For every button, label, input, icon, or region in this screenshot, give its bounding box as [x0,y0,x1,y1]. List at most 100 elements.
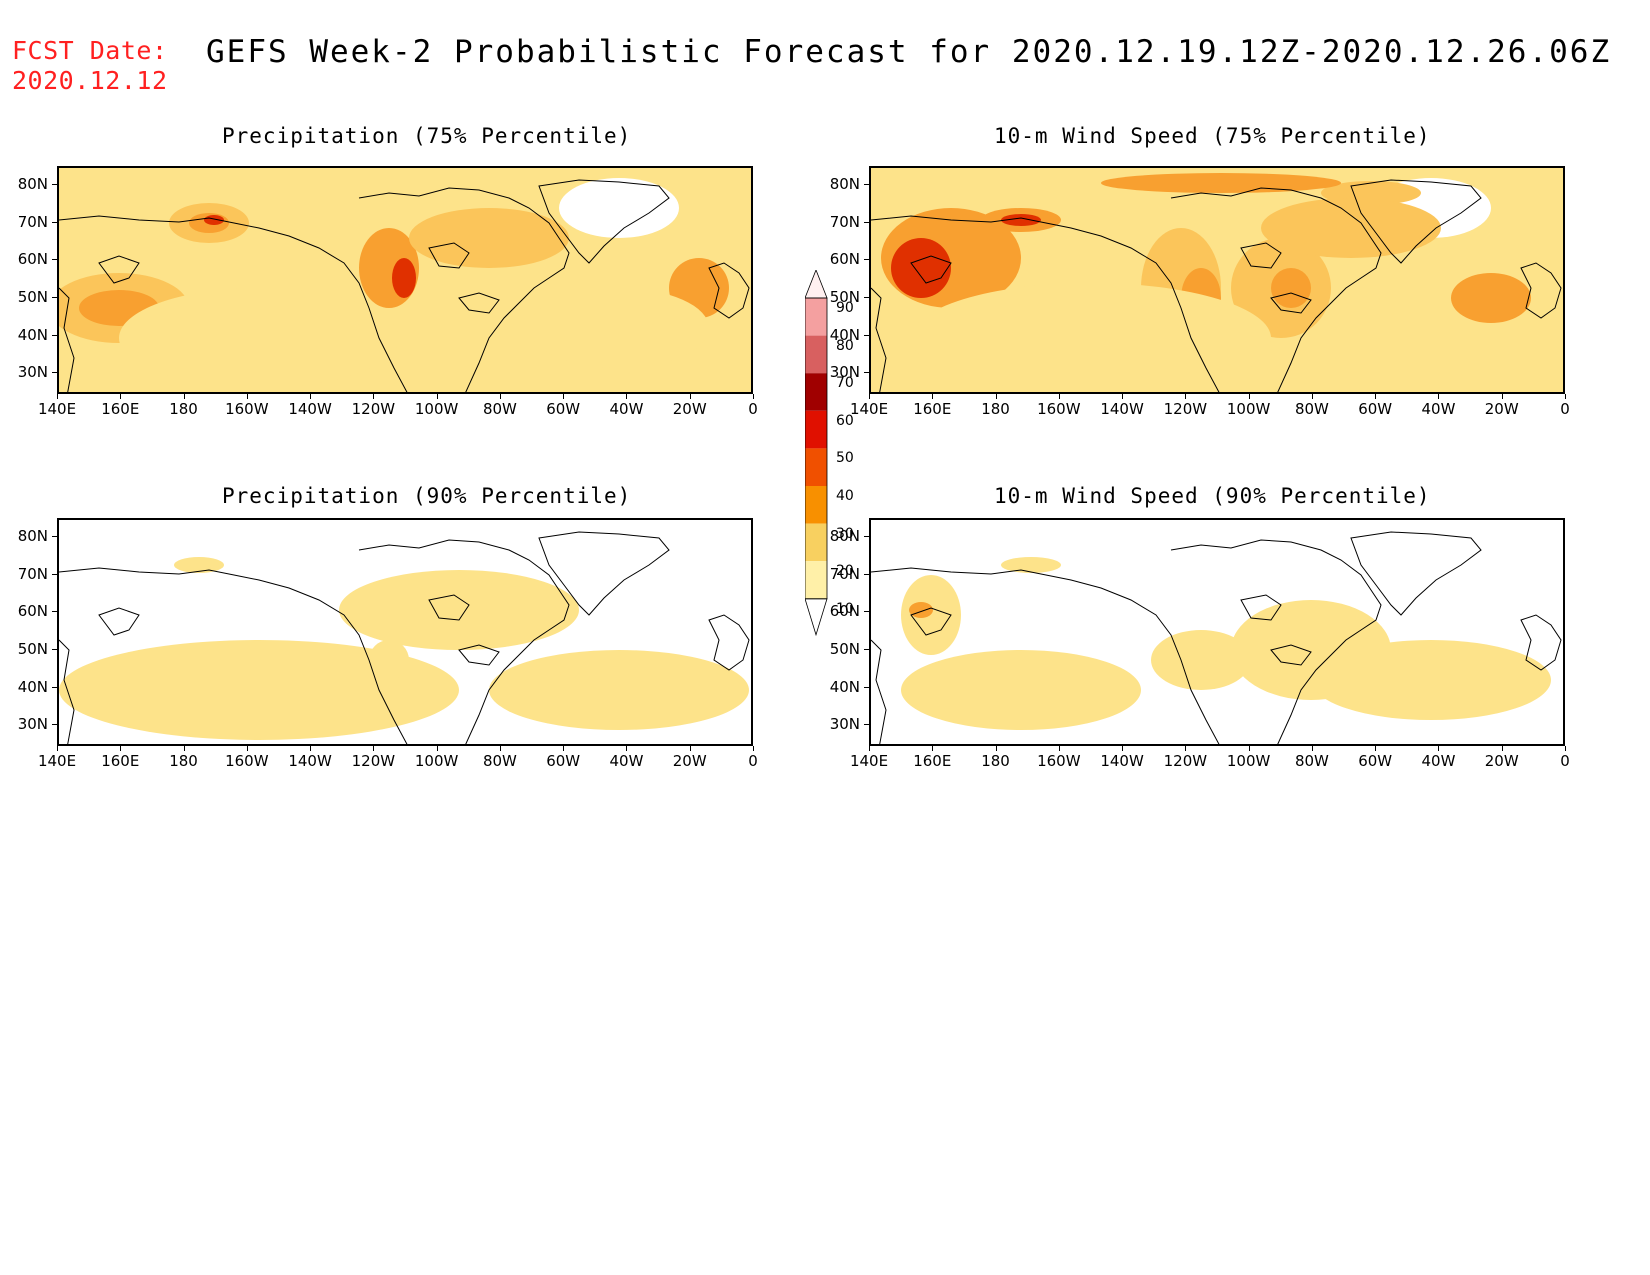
lat-tick [52,536,57,538]
probability-contour [119,288,399,388]
colorbar-swatch [805,561,827,599]
lat-tick [864,724,869,726]
colorbar-swatch [805,486,827,524]
lat-label: 70N [829,212,860,231]
lon-label: 180 [981,400,1010,418]
lon-tick [1501,394,1503,399]
lat-tick [52,297,57,299]
lon-tick [869,746,870,751]
lat-tick [864,259,869,261]
lon-tick [1311,746,1313,751]
lon-label: 180 [981,752,1010,770]
lon-tick [1185,394,1187,399]
lat-label: 80N [829,175,860,194]
lon-label: 120W [1163,752,1208,770]
coastline [910,607,952,636]
probability-contour [891,238,951,298]
lon-label: 60W [546,752,581,770]
lon-label: 100W [1226,400,1271,418]
lon-label: 40W [609,752,644,770]
coastline [871,639,887,744]
probability-contour [901,650,1141,730]
lat-label: 60N [829,602,860,621]
lon-tick [1375,746,1377,751]
lat-tick [52,259,57,261]
lat-label: 50N [829,640,860,659]
lat-tick [52,372,57,374]
lon-tick [183,394,185,399]
coastline [1350,179,1482,264]
lon-label: 180 [169,752,198,770]
coastline [871,567,1220,744]
lon-tick [120,394,122,399]
lon-label: 160W [225,752,269,770]
probability-contour [1001,557,1061,573]
map-wind-90 [869,518,1565,746]
greenland-low-area [559,178,679,238]
lon-tick [563,746,565,751]
lon-label: 160E [101,752,140,770]
lon-tick [1438,394,1440,399]
probability-contour [911,283,1271,392]
lat-label: 70N [17,212,48,231]
lon-tick [995,394,997,399]
lat-tick [52,184,57,186]
lon-tick [436,746,438,751]
lon-tick [120,746,122,751]
lon-label: 120W [351,752,396,770]
panel-title-wind-90: 10-m Wind Speed (90% Percentile) [994,484,1431,508]
lon-tick [1438,746,1440,751]
colorbar-swatch [805,298,827,336]
lon-tick [1565,394,1566,399]
lat-label: 30N [17,715,48,734]
lon-tick [310,746,312,751]
lat-tick [52,573,57,575]
colorbar-swatch [805,448,827,486]
lon-label: 100W [414,400,459,418]
colorbar-level-label: 50 [836,450,854,467]
lon-tick [753,394,754,399]
lat-tick [52,221,57,223]
colorbar-level-label: 10 [836,600,854,617]
lat-label: 30N [829,363,860,382]
lon-label: 80W [1294,752,1329,770]
lon-tick [183,746,185,751]
lon-label: 60W [546,400,581,418]
probability-contour [1271,268,1311,308]
coastline [458,644,500,666]
probability-contour [369,640,409,680]
lon-tick [869,394,870,399]
lon-label: 120W [351,400,396,418]
coastline [871,215,1220,392]
lon-label: 20W [1484,752,1519,770]
lat-label: 50N [17,288,48,307]
lon-tick [932,394,934,399]
lon-tick [1058,394,1060,399]
lon-label: 20W [672,400,707,418]
lon-tick [436,394,438,399]
colorbar-swatch [805,523,827,562]
lon-tick [932,746,934,751]
map-field [59,520,751,744]
probability-contour [1001,214,1041,226]
lon-tick [1501,746,1503,751]
coastline [1240,242,1282,269]
lat-tick [864,611,869,613]
lon-label: 60W [1358,400,1393,418]
probability-contour [901,575,961,655]
fcst-date-label: FCST Date: [12,36,168,65]
lat-label: 50N [17,640,48,659]
lon-tick [626,746,628,751]
lat-tick [864,334,869,336]
map-field [59,168,751,392]
coastline [1240,594,1282,621]
lon-label: 40W [1421,400,1456,418]
lat-tick [52,724,57,726]
coastline [1520,614,1562,671]
lon-tick [373,394,375,399]
lat-tick [864,372,869,374]
lon-label: 140E [37,752,77,770]
coastline [871,287,887,392]
colorbar-swatch [805,410,827,449]
lat-tick [864,649,869,651]
